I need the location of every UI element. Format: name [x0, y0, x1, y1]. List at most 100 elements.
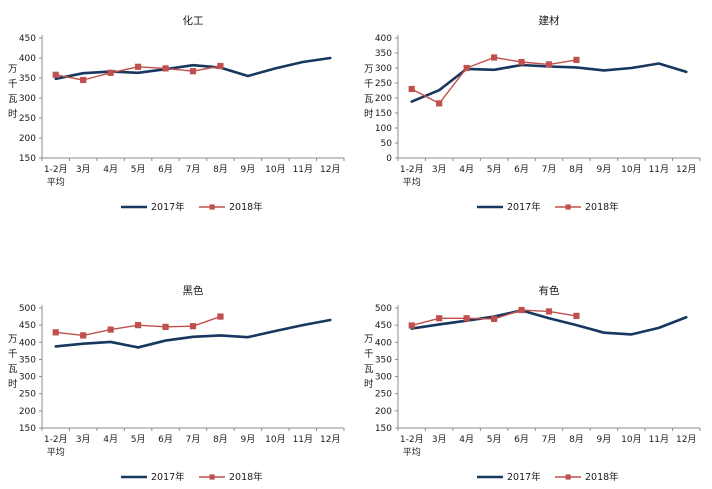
y-axis-label: 瓦 [364, 364, 374, 375]
series-marker [463, 64, 470, 72]
y-tick-label: 450 [19, 34, 36, 44]
series-marker [52, 329, 59, 336]
x-tick-label-line2: 平均 [47, 176, 65, 188]
y-axis-label: 瓦 [8, 94, 18, 105]
x-tick-label: 4月 [459, 434, 474, 445]
y-axis-label: 时 [364, 378, 374, 390]
x-tick-label-line2: 平均 [403, 176, 421, 188]
y-tick-label: 250 [375, 79, 392, 89]
series-marker [134, 63, 142, 70]
y-tick-label: 300 [19, 373, 36, 383]
y-tick-label: 200 [19, 407, 36, 417]
x-tick-label: 12月 [320, 164, 340, 175]
x-tick-label: 12月 [676, 434, 696, 445]
x-tick-label: 11月 [293, 434, 313, 445]
y-tick-label: 200 [375, 407, 392, 417]
series-marker [545, 61, 553, 68]
y-tick-label: 500 [375, 304, 392, 314]
y-tick-label: 350 [19, 74, 36, 84]
y-tick-label: 200 [19, 134, 36, 144]
chart-chemical: 化工 450 400 350 300 250 200 150 万千瓦时 1-2月 平均 3月 4月 5月 6… [0, 0, 356, 245]
legend-label: 2017年 [151, 201, 185, 213]
x-tick-label: 1-2月 [400, 434, 424, 445]
x-tick-label: 5月 [487, 434, 502, 445]
series-line-2017年 [410, 309, 688, 336]
series-marker [518, 58, 525, 66]
y-tick-label: 50 [381, 139, 393, 149]
x-tick-label: 8月 [213, 164, 228, 175]
legend-label: 2017年 [507, 471, 541, 483]
y-tick-label: 450 [375, 321, 392, 331]
x-tick-label: 10月 [265, 164, 285, 175]
legend-label: 2018年 [229, 201, 263, 213]
y-axis-label: 瓦 [8, 364, 18, 375]
chart-title: 有色 [539, 284, 560, 297]
y-tick-label: 300 [19, 94, 36, 104]
y-tick-label: 400 [375, 34, 392, 44]
legend-marker [565, 474, 571, 480]
x-tick-label: 6月 [514, 434, 529, 445]
series-marker [107, 69, 114, 76]
legend-label: 2018年 [585, 201, 619, 213]
y-tick-label: 350 [375, 49, 392, 59]
y-tick-label: 0 [386, 154, 392, 164]
y-tick-label: 450 [19, 321, 36, 331]
series-marker [107, 326, 114, 333]
y-tick-label: 300 [375, 373, 392, 383]
series-marker [573, 56, 580, 63]
x-tick-label: 11月 [649, 164, 669, 175]
y-tick-label: 250 [19, 114, 36, 124]
x-tick-label: 12月 [320, 434, 340, 445]
series-marker [573, 312, 580, 319]
series-marker [80, 332, 87, 339]
series-marker [518, 306, 525, 314]
x-tick-label: 7月 [186, 164, 201, 175]
legend-marker [209, 474, 215, 480]
x-tick-label: 4月 [103, 434, 118, 445]
x-tick-label: 4月 [459, 164, 474, 175]
series-marker [545, 308, 553, 315]
y-tick-label: 150 [375, 109, 392, 119]
y-axis-label: 时 [8, 108, 18, 120]
series-line-2017年 [54, 318, 332, 349]
x-tick-label: 1-2月 [44, 164, 68, 175]
x-tick-label: 5月 [131, 434, 146, 445]
x-tick-label: 9月 [597, 164, 612, 175]
chart-nonferrous: 有色 500 450 400 350 300 250 200 150 万千瓦时 1-2月 平均 3月 4月… [356, 245, 712, 489]
y-tick-label: 400 [19, 54, 36, 64]
series-line-2017年 [410, 62, 688, 103]
x-tick-label: 7月 [542, 164, 557, 175]
series-marker [217, 313, 224, 320]
x-tick-label: 6月 [158, 434, 173, 445]
series-marker [463, 315, 470, 322]
x-tick-label: 10月 [621, 434, 641, 445]
x-tick-label-line2: 平均 [403, 446, 421, 458]
x-tick-label: 3月 [76, 434, 91, 445]
y-tick-label: 400 [375, 338, 392, 348]
series-marker [52, 71, 59, 78]
x-tick-label: 1-2月 [44, 434, 68, 445]
series-marker [162, 323, 169, 330]
chart-title: 建材 [539, 14, 560, 27]
series-marker [408, 322, 415, 329]
x-tick-label: 11月 [649, 434, 669, 445]
x-tick-label: 3月 [432, 164, 447, 175]
x-tick-label: 8月 [569, 434, 584, 445]
y-tick-label: 350 [19, 355, 36, 365]
series-marker [490, 315, 498, 323]
series-marker [408, 85, 415, 93]
x-tick-label: 8月 [569, 164, 584, 175]
chart-title: 黑色 [183, 284, 204, 297]
y-tick-label: 350 [375, 355, 392, 365]
chart-title: 化工 [183, 14, 204, 27]
y-axis-label: 时 [364, 108, 374, 120]
x-tick-label: 7月 [542, 434, 557, 445]
x-tick-label-line2: 平均 [47, 446, 65, 458]
x-tick-label: 10月 [621, 164, 641, 175]
x-tick-label: 9月 [597, 434, 612, 445]
legend-label: 2018年 [585, 471, 619, 483]
